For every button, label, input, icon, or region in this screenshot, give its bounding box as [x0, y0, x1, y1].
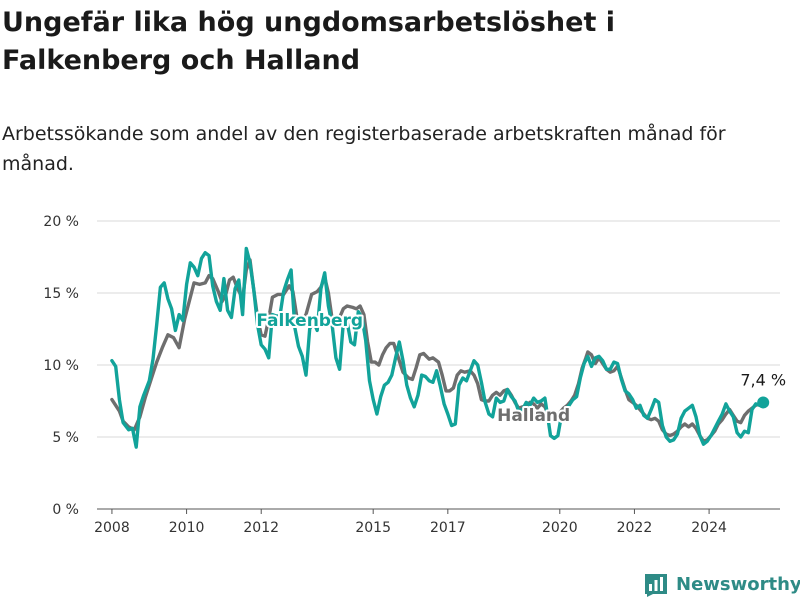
series-label-halland: Halland	[497, 406, 570, 426]
x-tick-label: 2024	[691, 520, 727, 535]
x-tick-label: 2020	[542, 520, 578, 535]
x-tick-label: 2017	[430, 520, 466, 535]
y-axis-ticks: 0 % 5 % 10 % 15 % 20 %	[43, 214, 79, 518]
chart-subtitle: Arbetssökande som andel av den registerb…	[2, 123, 726, 175]
y-tick-label: 20 %	[43, 214, 79, 230]
series-label-falkenberg: Falkenberg	[256, 311, 363, 331]
y-tick-label: 15 %	[43, 286, 79, 302]
x-axis-ticks: 2008 2010 2012 2015 2017 2020 2022 2024	[94, 509, 727, 535]
y-tick-label: 0 %	[52, 502, 79, 518]
chart-title: Ungefär lika hög ungdomsarbetslöshet i F…	[2, 7, 616, 76]
line-chart: 0 %5 %10 %15 %20 % 2008 2010 2012 2015 2017 2…	[43, 214, 786, 535]
x-tick-label: 2008	[94, 520, 130, 535]
y-tick-label: 10 %	[43, 358, 79, 374]
series-line-falkenberg	[110, 246, 765, 449]
series-line-halland	[110, 258, 765, 443]
series-lines	[110, 246, 765, 449]
x-tick-label: 2010	[169, 520, 205, 535]
x-tick-label: 2015	[355, 520, 391, 535]
series-labels: Halland Falkenberg 7,4 %	[254, 309, 786, 428]
brand-name: Newsworthy	[676, 573, 800, 595]
newsworthy-logo: Newsworthy	[644, 570, 800, 598]
end-value-label: 7,4 %	[740, 370, 786, 389]
end-point-marker	[757, 396, 770, 409]
y-tick-label: 5 %	[52, 430, 79, 446]
newsworthy-bar-chart-logo-icon	[645, 574, 667, 597]
x-tick-label: 2022	[617, 520, 653, 535]
x-tick-label: 2012	[243, 520, 279, 535]
